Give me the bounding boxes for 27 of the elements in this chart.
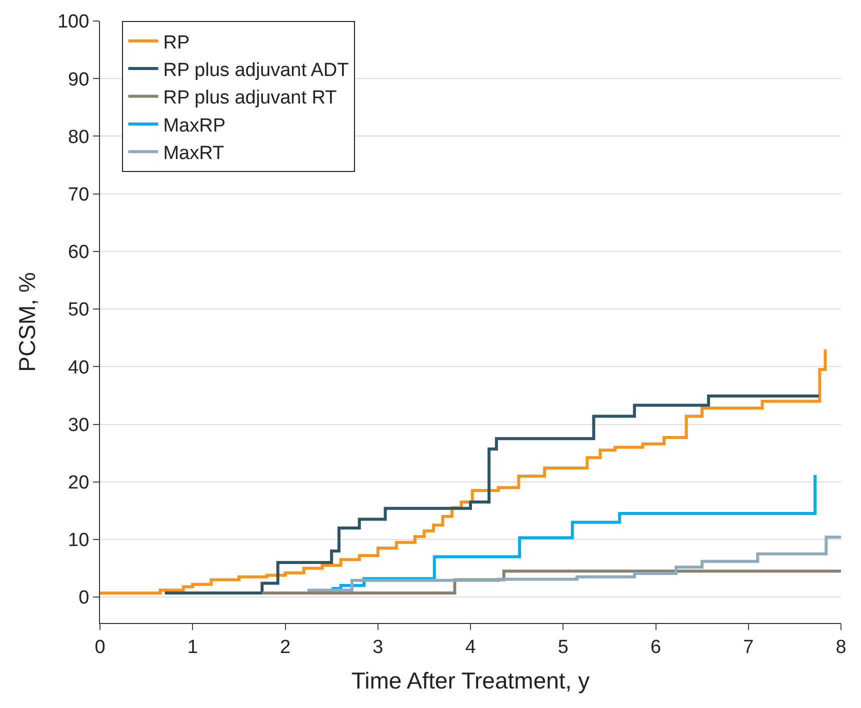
y-tick-label: 10: [68, 530, 90, 552]
x-tick-label: 0: [94, 636, 106, 658]
y-tick-label: 20: [68, 472, 90, 494]
x-tick-label: 3: [372, 636, 384, 658]
legend-label: MaxRT: [163, 143, 224, 164]
x-tick-label: 5: [558, 636, 568, 658]
y-tick-label: 0: [78, 588, 90, 609]
y-tick-label: 100: [57, 12, 90, 33]
x-tick-label: 7: [743, 636, 754, 658]
legend-label: RP plus adjuvant RT: [163, 88, 338, 109]
y-tick-label: 30: [68, 414, 90, 436]
y-tick-label: 70: [68, 184, 90, 206]
x-tick-label: 6: [650, 636, 662, 658]
y-axis-title: PCSM, %: [14, 272, 40, 372]
legend-label: RP: [163, 32, 190, 54]
x-tick-label: 1: [187, 636, 198, 658]
y-tick-label: 90: [68, 69, 90, 90]
x-tick-label: 2: [280, 636, 291, 658]
y-tick-label: 80: [68, 126, 90, 148]
x-axis-title: Time After Treatment, y: [351, 667, 590, 694]
x-tick-label: 4: [465, 636, 476, 658]
x-tick-label: 8: [836, 636, 846, 658]
legend-label: MaxRP: [163, 115, 226, 136]
y-tick-label: 40: [68, 357, 90, 378]
y-tick-label: 50: [68, 300, 90, 321]
y-tick-label: 60: [68, 242, 90, 264]
legend-label: RP plus adjuvant ADT: [163, 60, 350, 81]
